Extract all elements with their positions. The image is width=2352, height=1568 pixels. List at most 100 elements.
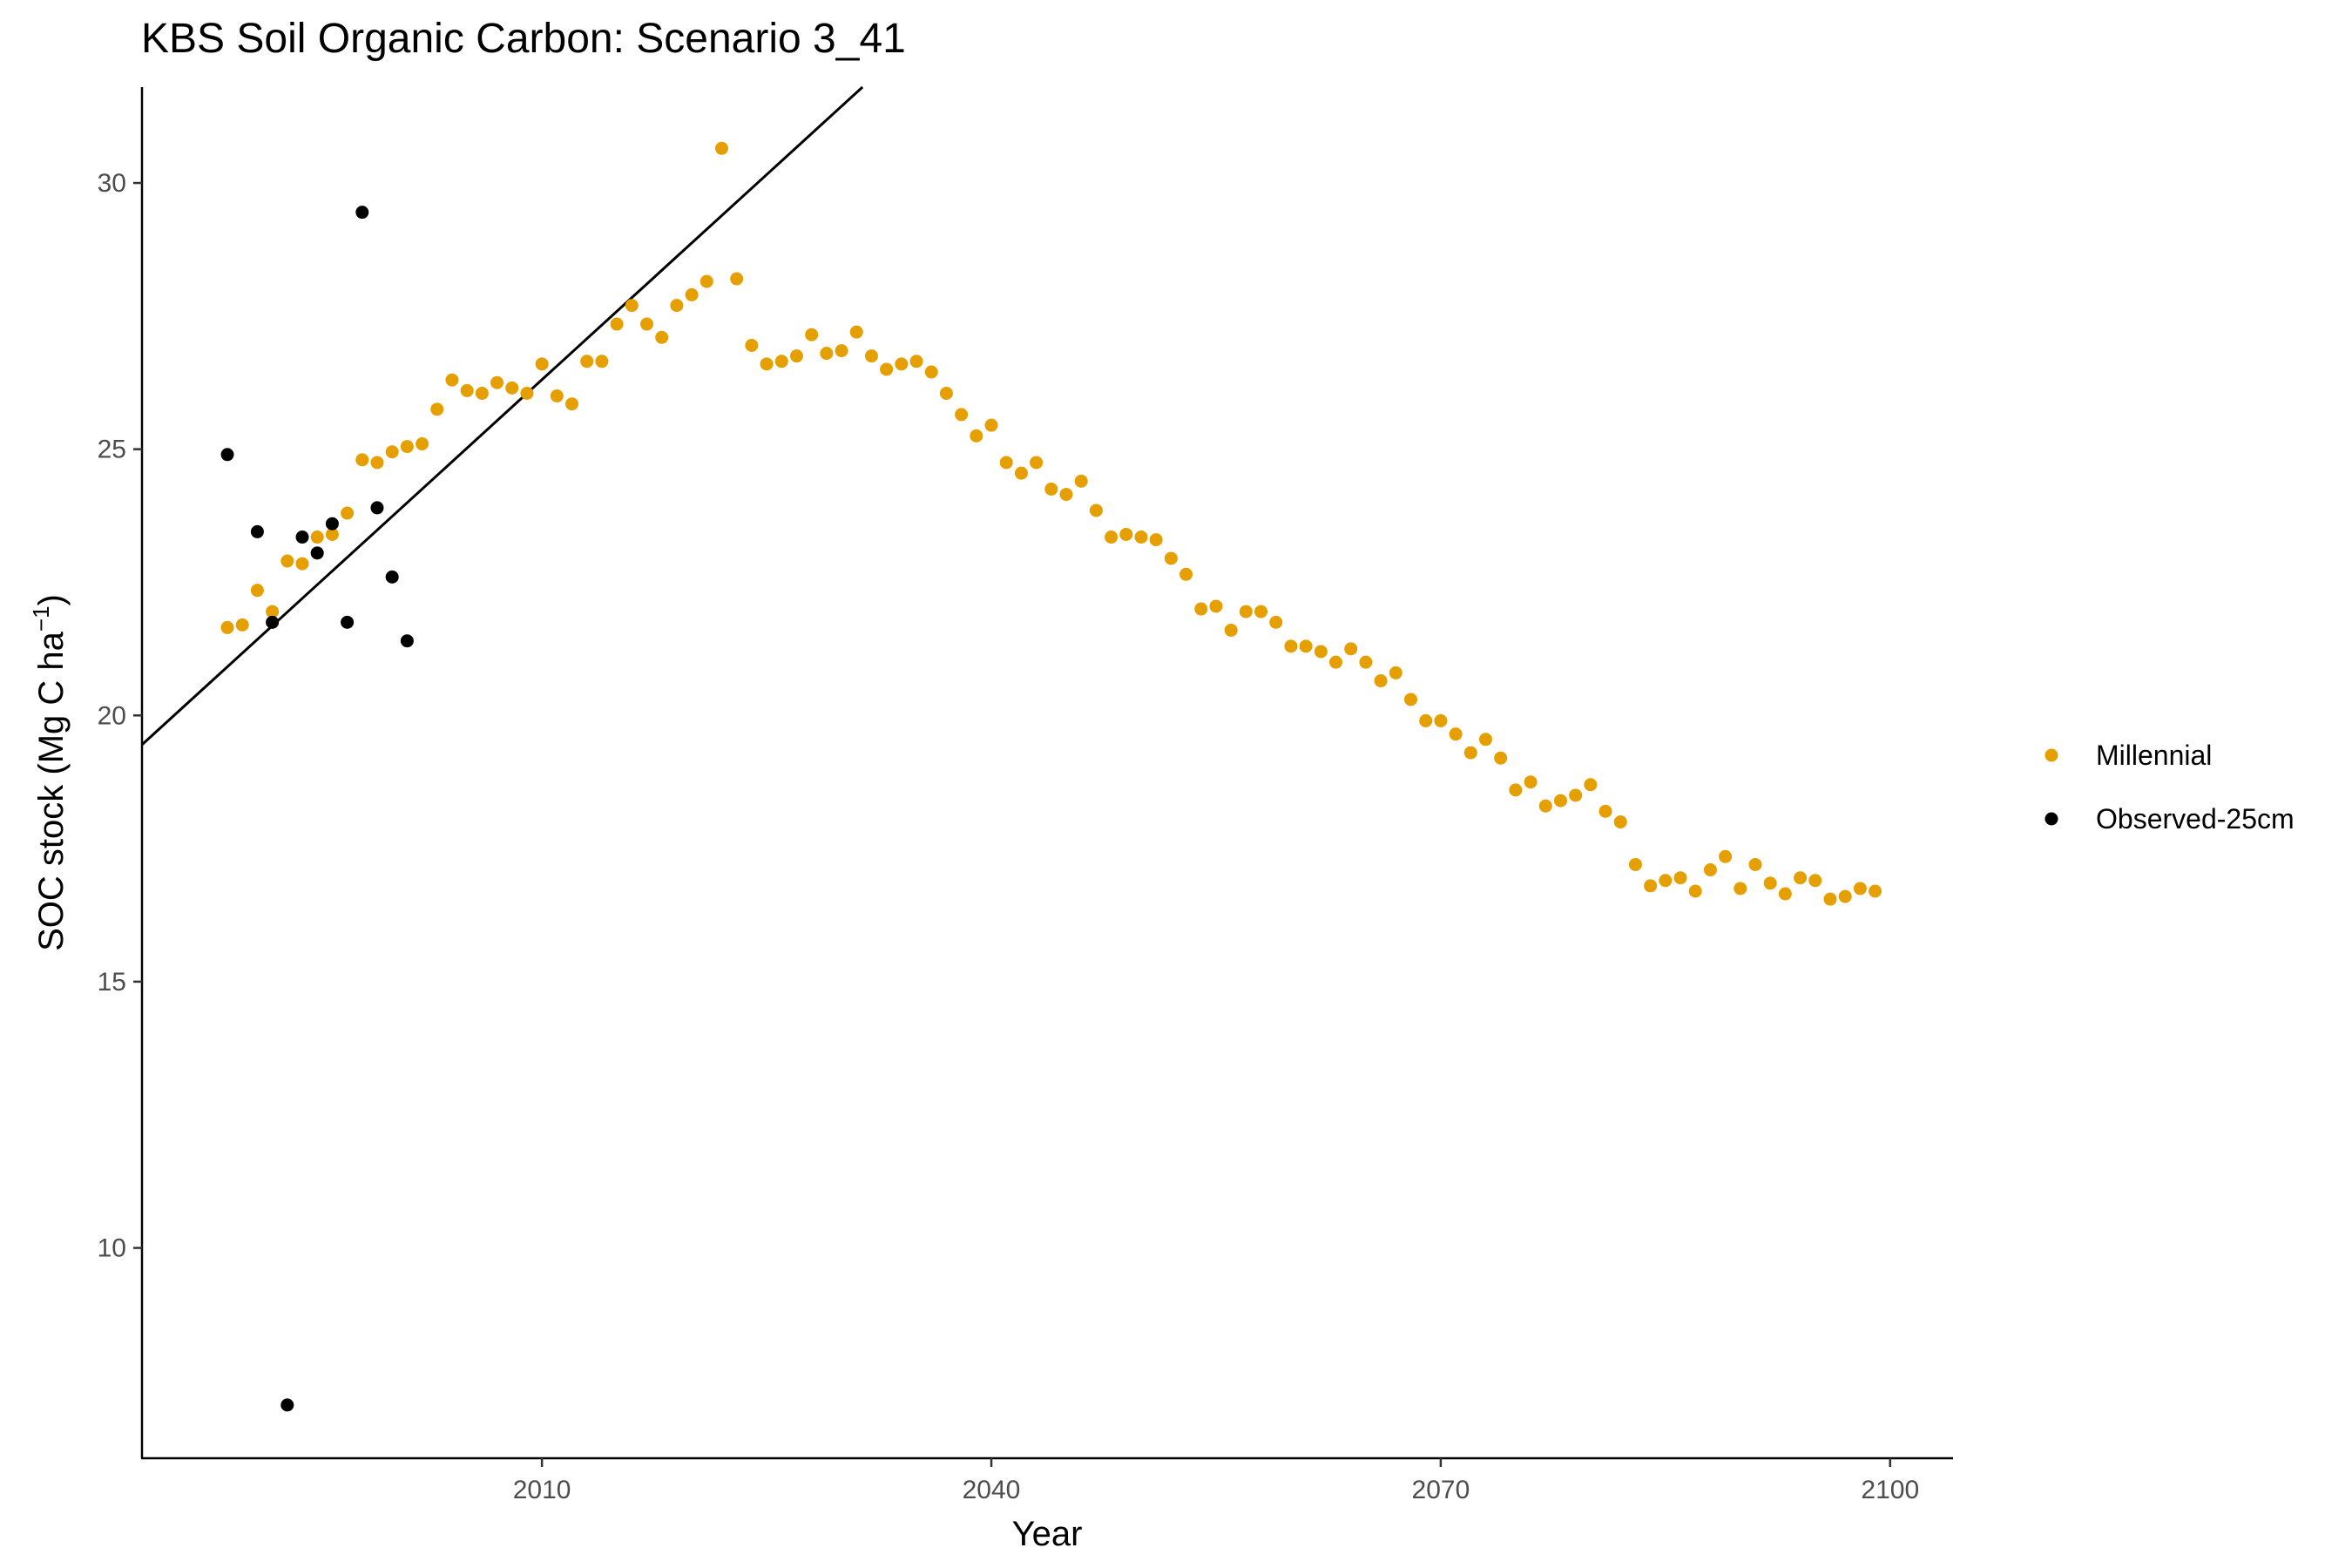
point-millennial (1089, 504, 1103, 517)
point-observed-25cm (385, 570, 399, 584)
point-millennial (341, 506, 355, 520)
point-millennial (1299, 639, 1313, 653)
point-millennial (1134, 531, 1148, 544)
point-millennial (1823, 892, 1837, 906)
trend-line (140, 85, 864, 747)
point-millennial (1584, 778, 1598, 792)
point-millennial (1224, 623, 1238, 637)
point-millennial (610, 317, 624, 331)
point-millennial (1344, 642, 1358, 656)
point-millennial (1688, 884, 1702, 898)
point-millennial (1269, 615, 1283, 629)
trend-line-layer (140, 85, 864, 747)
point-millennial (416, 437, 429, 451)
point-millennial (1179, 567, 1193, 581)
y-tick-label: 25 (98, 436, 126, 464)
point-millennial (895, 357, 909, 371)
point-millennial (1074, 474, 1088, 488)
point-millennial (220, 620, 234, 634)
point-millennial (1389, 666, 1402, 679)
point-millennial (235, 618, 249, 632)
point-millennial (745, 338, 759, 352)
point-millennial (385, 445, 399, 459)
point-millennial (565, 397, 579, 411)
point-millennial (1434, 713, 1448, 727)
point-millennial (970, 429, 983, 443)
point-millennial (670, 299, 684, 313)
point-observed-25cm (355, 206, 369, 220)
point-observed-25cm (250, 524, 264, 538)
point-millennial (1524, 775, 1538, 789)
point-millennial (939, 386, 953, 400)
point-millennial (1209, 599, 1223, 613)
point-millennial (1419, 713, 1433, 727)
legend-key-2 (2044, 812, 2058, 826)
point-observed-25cm (295, 531, 309, 544)
point-millennial (460, 383, 474, 397)
point-millennial (1644, 879, 1658, 893)
point-millennial (835, 344, 848, 358)
point-millennial (595, 355, 609, 368)
point-millennial (880, 362, 894, 376)
point-millennial (1164, 551, 1178, 565)
point-millennial (1838, 889, 1852, 903)
point-millennial (1014, 466, 1028, 480)
point-millennial (1374, 674, 1388, 688)
x-tick-label: 2010 (513, 1476, 571, 1504)
point-millennial (1778, 887, 1792, 901)
point-millennial (250, 584, 264, 598)
point-millennial (640, 317, 654, 331)
point-millennial (1673, 871, 1687, 885)
point-millennial (789, 349, 803, 363)
points-layer (220, 141, 1882, 1412)
y-tick-label: 15 (98, 968, 126, 997)
point-observed-25cm (341, 615, 355, 629)
point-millennial (1284, 639, 1298, 653)
point-observed-25cm (400, 634, 414, 648)
point-millennial (310, 531, 324, 544)
x-tick-label: 2070 (1412, 1476, 1470, 1504)
point-millennial (430, 402, 444, 416)
point-millennial (774, 355, 788, 368)
point-millennial (1598, 804, 1612, 818)
point-millennial (1404, 693, 1418, 706)
x-axis-ticks: 2010 2040 2070 2100 (513, 1458, 1919, 1504)
point-millennial (625, 299, 639, 313)
point-millennial (1463, 746, 1477, 760)
point-millennial (1734, 882, 1747, 896)
x-tick-label: 2100 (1861, 1476, 1919, 1504)
point-millennial (730, 272, 744, 286)
point-observed-25cm (310, 546, 324, 560)
chart-title: KBS Soil Organic Carbon: Scenario 3_41 (141, 16, 906, 62)
point-millennial (1119, 527, 1133, 541)
point-observed-25cm (266, 615, 280, 629)
y-axis-ticks: 10 15 20 25 30 (98, 169, 142, 1263)
point-millennial (280, 554, 294, 568)
legend-key-1 (2044, 748, 2058, 762)
point-millennial (1569, 788, 1583, 802)
point-millennial (445, 373, 459, 387)
x-axis-title: Year (1012, 1515, 1083, 1553)
point-millennial (1359, 655, 1373, 669)
point-millennial (805, 328, 819, 341)
y-axis-title-close: ) (32, 594, 71, 605)
point-millennial (295, 557, 309, 571)
y-tick-label: 30 (98, 169, 126, 198)
point-millennial (1449, 727, 1463, 741)
point-millennial (1703, 863, 1717, 877)
point-observed-25cm (370, 501, 384, 515)
point-millennial (490, 375, 504, 389)
point-millennial (266, 605, 280, 618)
point-millennial (820, 347, 834, 361)
point-millennial (714, 141, 728, 155)
point-millennial (1194, 602, 1208, 616)
point-millennial (475, 386, 489, 400)
point-millennial (1059, 488, 1073, 502)
point-millennial (1659, 874, 1673, 888)
point-millennial (1538, 799, 1552, 813)
point-millennial (1763, 876, 1777, 890)
point-millennial (1509, 783, 1523, 797)
point-millennial (984, 418, 998, 432)
point-millennial (1869, 884, 1882, 898)
